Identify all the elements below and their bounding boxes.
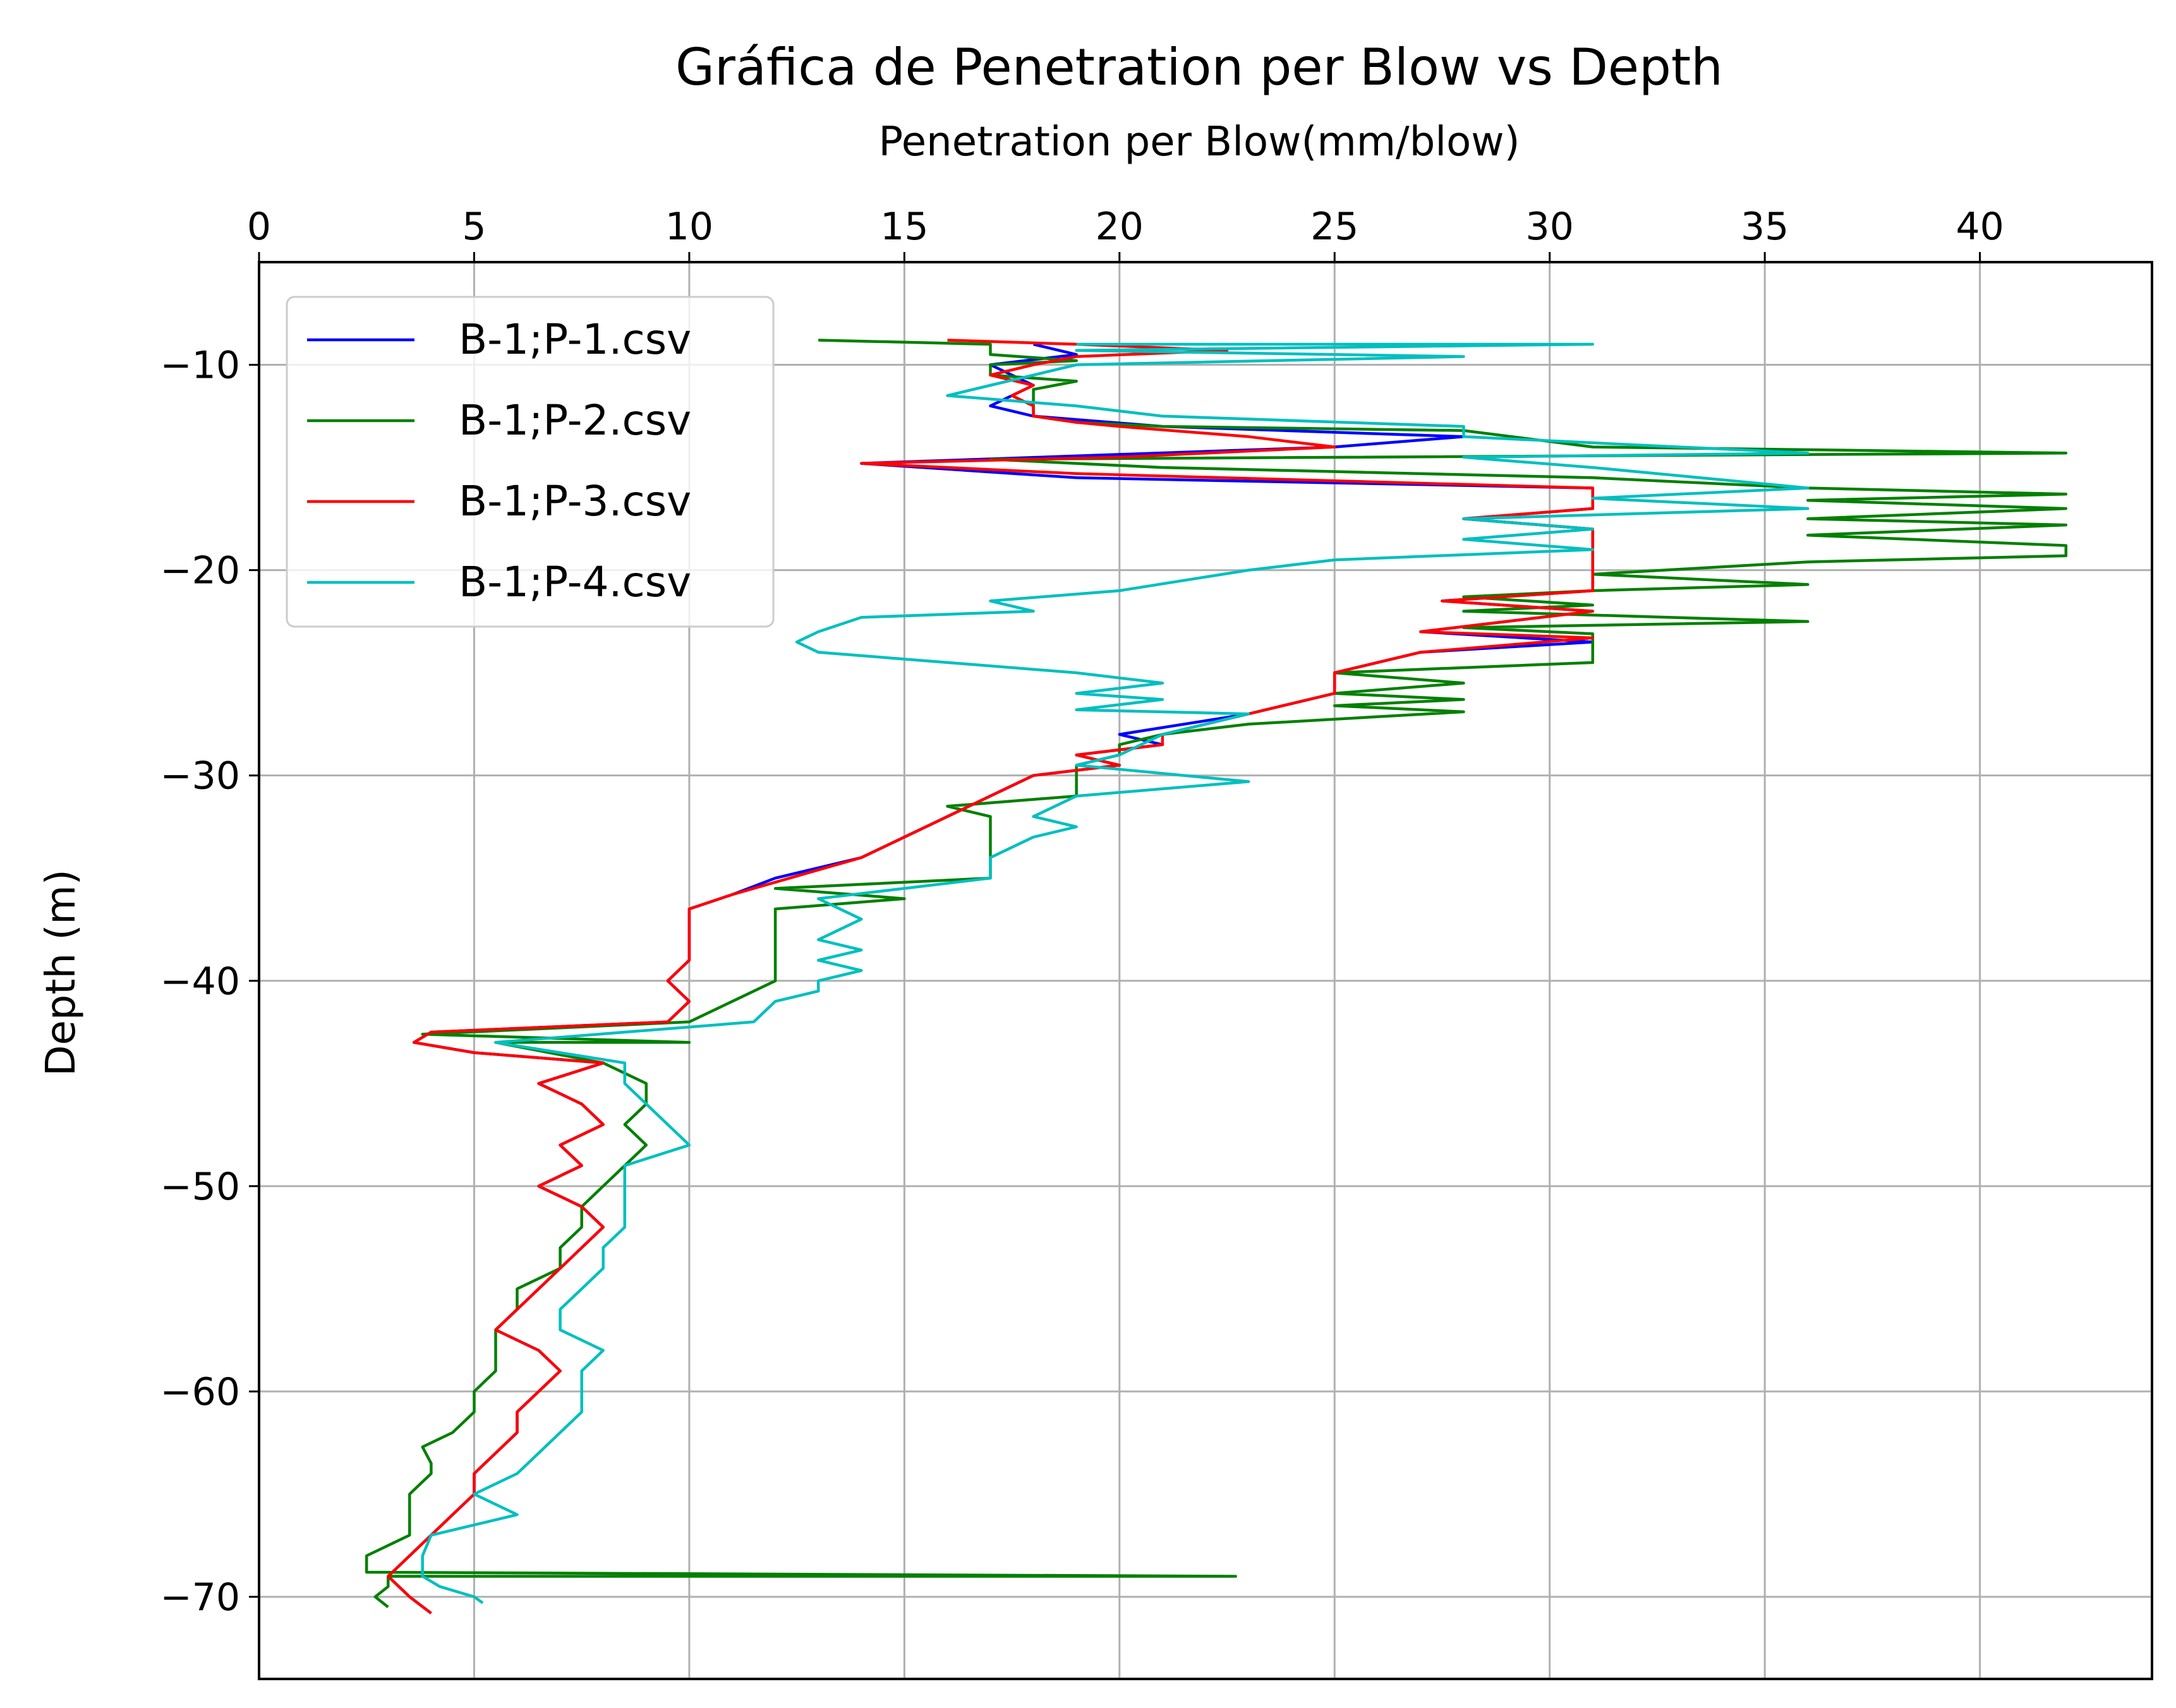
x-tick-label: 10 [665,205,713,249]
series-line-4 [421,342,1810,1604]
x-ticks: 0 5 10 15 20 25 30 35 40 [247,205,2004,262]
x-axis-label: Penetration per Blow(mm/blow) [878,119,1520,165]
x-tick-label: 35 [1741,205,1789,249]
y-axis-label: Depth (m) [38,869,85,1076]
legend-box [286,296,775,628]
y-tick-label: −40 [160,959,240,1004]
y-tick-label: −30 [160,754,240,798]
y-tick-label: −50 [160,1165,240,1209]
x-tick-label: 5 [462,205,486,249]
chart-title: Gráfica de Penetration per Blow vs Depth [675,38,1723,97]
y-ticks: −10 −20 −30 −40 −50 −60 −70 [160,344,259,1620]
x-tick-label: 30 [1526,205,1574,249]
x-tick-label: 20 [1096,205,1144,249]
y-tick-label: −10 [160,344,240,388]
x-tick-label: 15 [880,205,928,249]
legend-label: B-1;P-1.csv [459,315,691,364]
x-tick-label: 25 [1310,205,1358,249]
y-tick-label: −20 [160,549,240,593]
legend-label: B-1;P-3.csv [459,477,691,526]
series-layer [365,339,2068,1615]
y-tick-label: −60 [160,1370,240,1414]
plot-frame [258,261,2153,1680]
series-line-3 [387,339,1595,1615]
x-tick-label: 40 [1955,205,2004,249]
y-tick-label: −70 [160,1575,240,1620]
series-line-2 [365,339,2068,1608]
x-tick-label: 0 [247,205,271,249]
legend-label: B-1;P-2.csv [459,396,691,445]
legend: B-1;P-1.csv B-1;P-2.csv B-1;P-3.csv B-1;P-4… [286,296,775,628]
legend-label: B-1;P-4.csv [459,558,691,606]
